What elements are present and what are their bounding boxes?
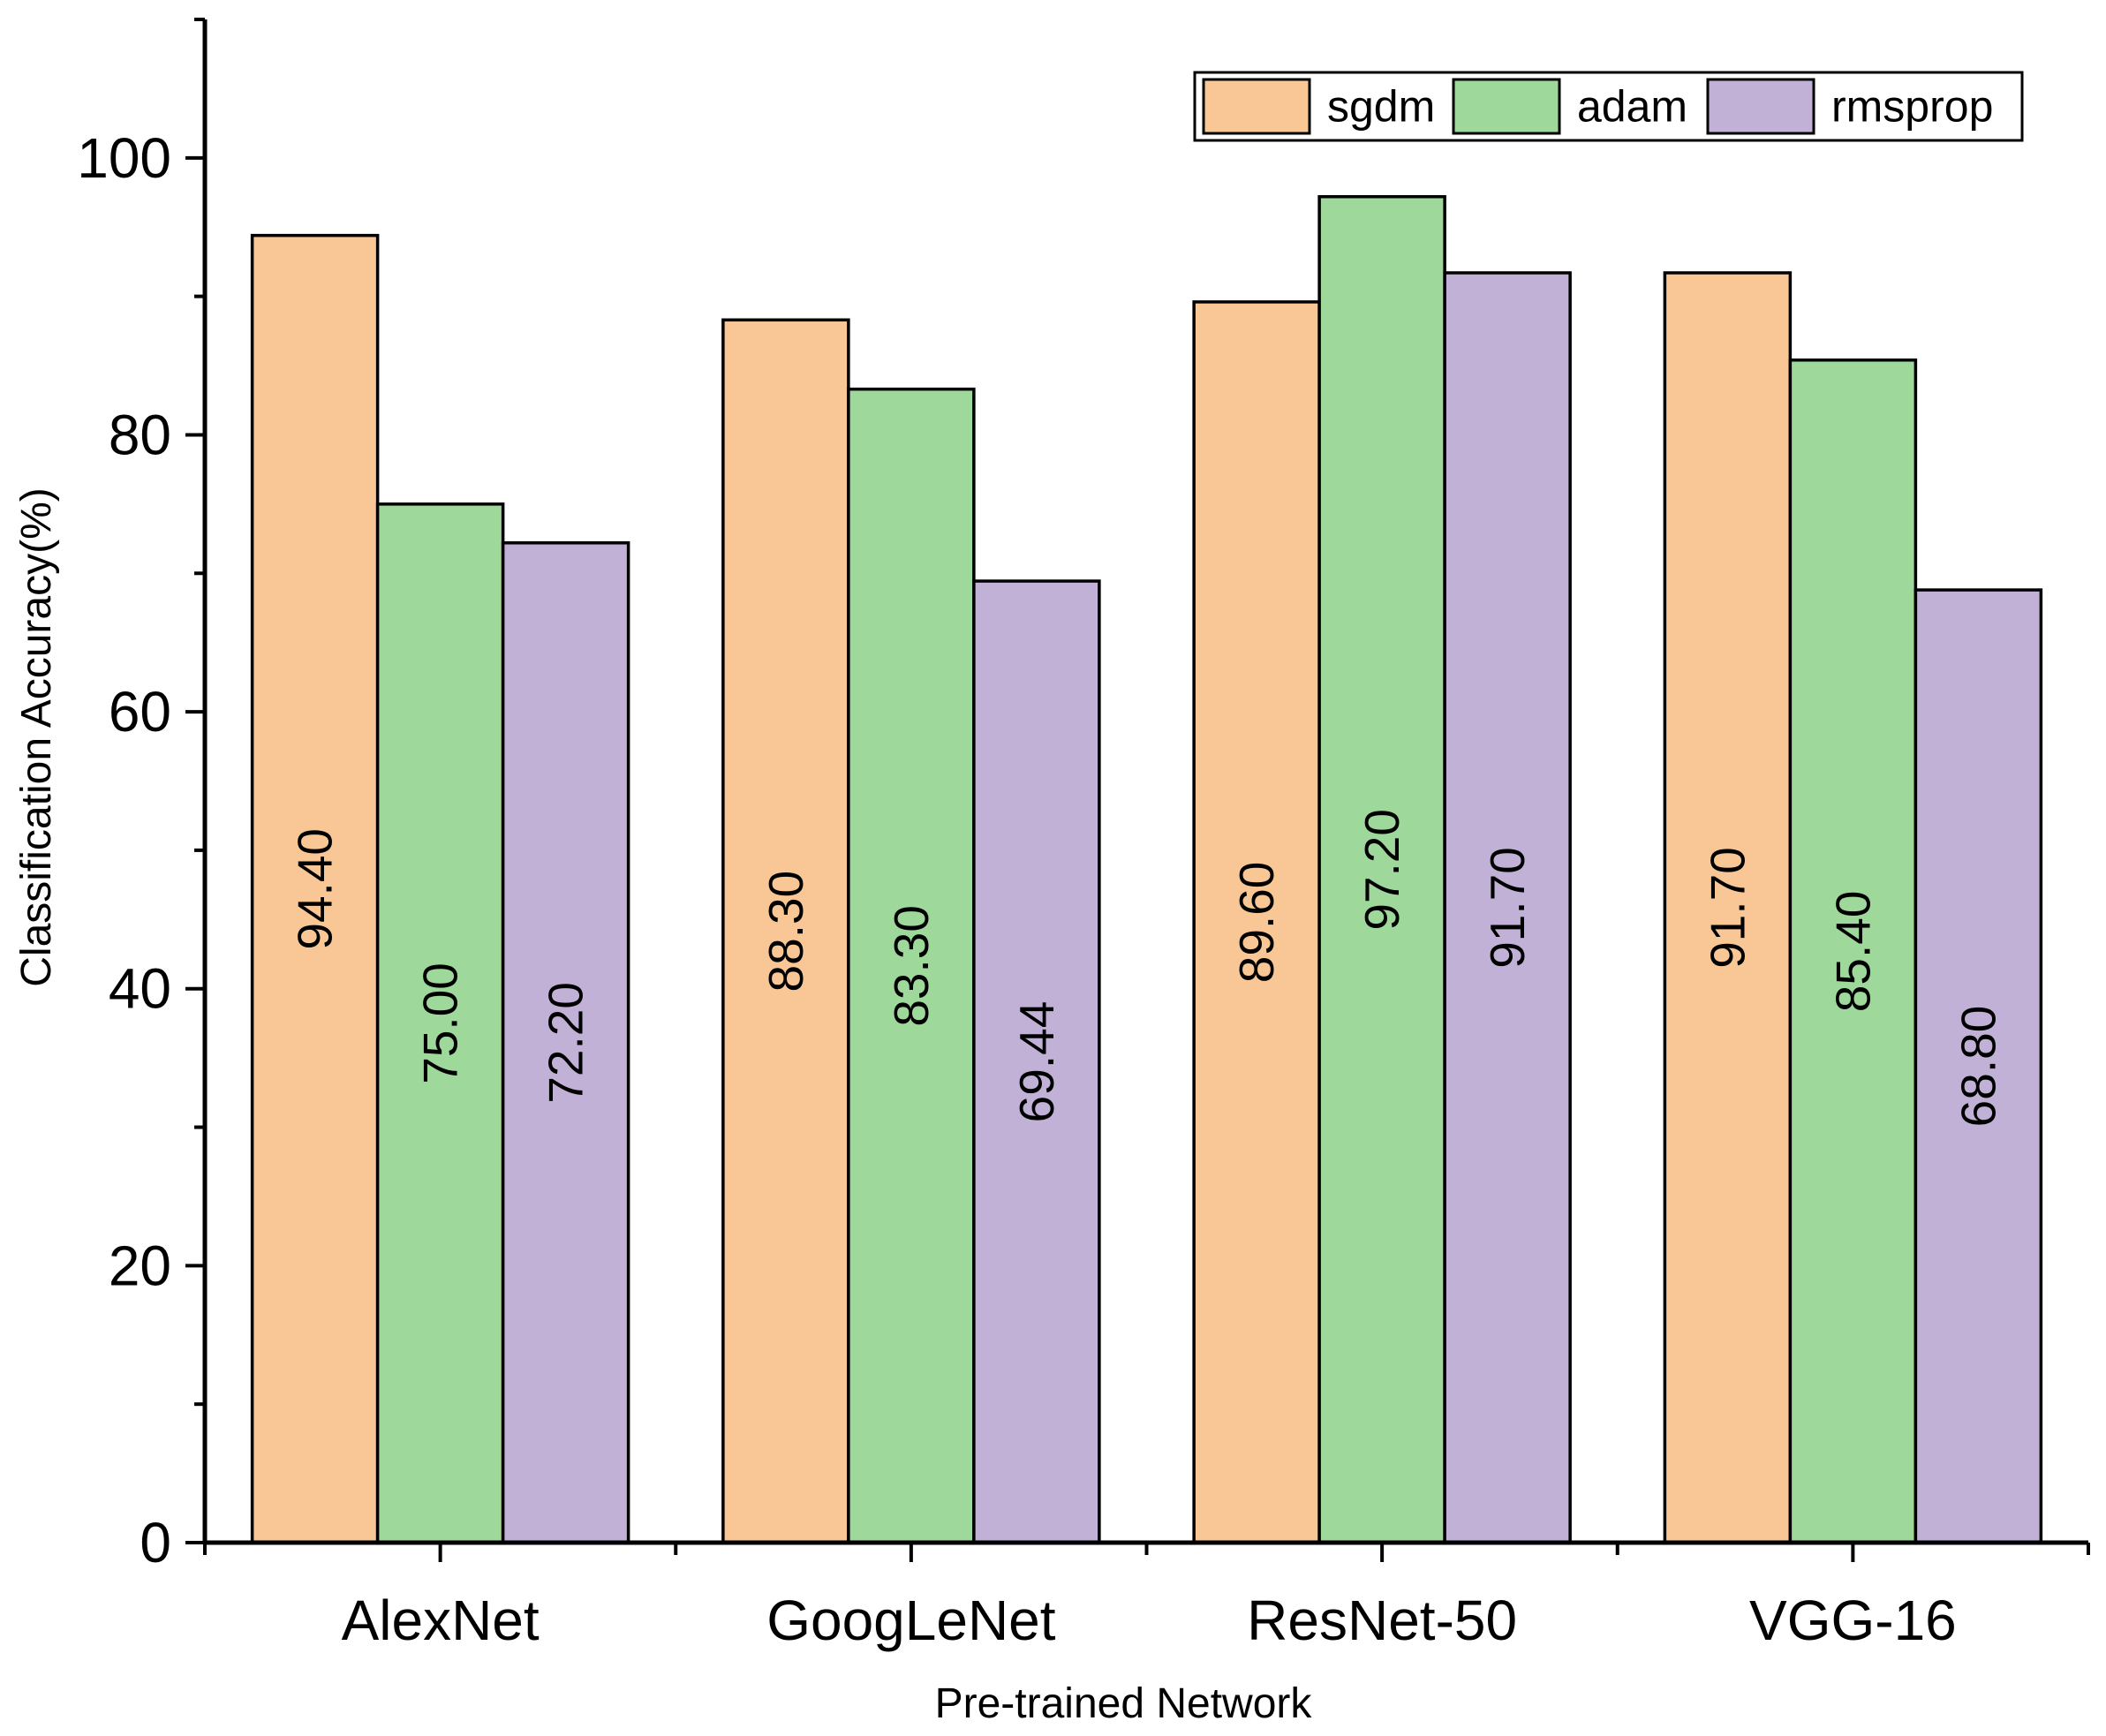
bar-sgdm-alexnet — [250, 233, 380, 1544]
axes-layer: 0 20 40 60 80 100 AlexNet GoogLeNet ResNet-50 VGG… — [77, 18, 2090, 1652]
data-label-sgdm-alexnet: 94.40 — [288, 828, 343, 950]
data-label-adam-resnet-50: 97.20 — [1355, 809, 1409, 931]
y-tick-label: 60 — [109, 680, 171, 743]
bar-rmsprop-vgg-16 — [1914, 588, 2043, 1544]
legend-swatch-sgdm — [1202, 78, 1311, 135]
x-tick-label-vgg-16: VGG-16 — [1749, 1589, 1957, 1652]
y-tick-label: 0 — [140, 1511, 171, 1574]
data-label-rmsprop-resnet-50: 91.70 — [1480, 847, 1535, 969]
y-tick-label: 80 — [109, 403, 171, 466]
bar-adam-googlenet — [847, 387, 976, 1544]
data-label-rmsprop-googlenet: 69.44 — [1009, 1001, 1064, 1123]
legend-label-rmsprop: rmsprop — [1831, 82, 1993, 132]
data-label-rmsprop-alexnet: 72.20 — [539, 982, 593, 1104]
bar-rmsprop-googlenet — [972, 579, 1101, 1544]
legend-swatch-adam — [1452, 78, 1561, 135]
legend-label-adam: adam — [1577, 82, 1687, 132]
legend-label-sgdm: sgdm — [1327, 82, 1435, 132]
data-label-adam-googlenet: 83.30 — [884, 905, 939, 1027]
bar-sgdm-googlenet — [721, 318, 850, 1544]
bars-layer — [250, 194, 2043, 1544]
legend-swatch-rmsprop — [1706, 78, 1815, 135]
legend: sgdm adam rmsprop — [1193, 71, 2024, 142]
bar-sgdm-vgg-16 — [1663, 271, 1793, 1544]
y-axis-title: Classification Accuracy(%) — [13, 487, 60, 987]
y-tick-label: 40 — [109, 957, 171, 1021]
data-labels-layer: 94.40 75.00 72.20 88.30 83.30 69.44 89.60 97.20… — [288, 809, 2006, 1127]
data-label-sgdm-vgg-16: 91.70 — [1700, 847, 1755, 969]
bar-rmsprop-alexnet — [501, 541, 630, 1544]
data-label-adam-alexnet: 75.00 — [413, 962, 468, 1084]
data-label-sgdm-resnet-50: 89.60 — [1229, 862, 1284, 984]
x-axis-title: Pre-trained Network — [935, 1680, 1313, 1727]
y-tick-label: 100 — [77, 126, 171, 190]
x-tick-label-resnet-50: ResNet-50 — [1247, 1589, 1517, 1652]
x-tick-label-alexnet: AlexNet — [342, 1589, 540, 1652]
data-label-adam-vgg-16: 85.40 — [1825, 891, 1880, 1013]
bar-adam-alexnet — [375, 502, 505, 1544]
data-label-rmsprop-vgg-16: 68.80 — [1951, 1006, 2005, 1128]
bar-adam-resnet-50 — [1317, 194, 1446, 1544]
data-label-sgdm-googlenet: 88.30 — [759, 871, 813, 993]
legend-box — [1193, 71, 2024, 142]
x-tick-label-googlenet: GoogLeNet — [766, 1589, 1056, 1652]
y-tick-label: 20 — [109, 1234, 171, 1297]
